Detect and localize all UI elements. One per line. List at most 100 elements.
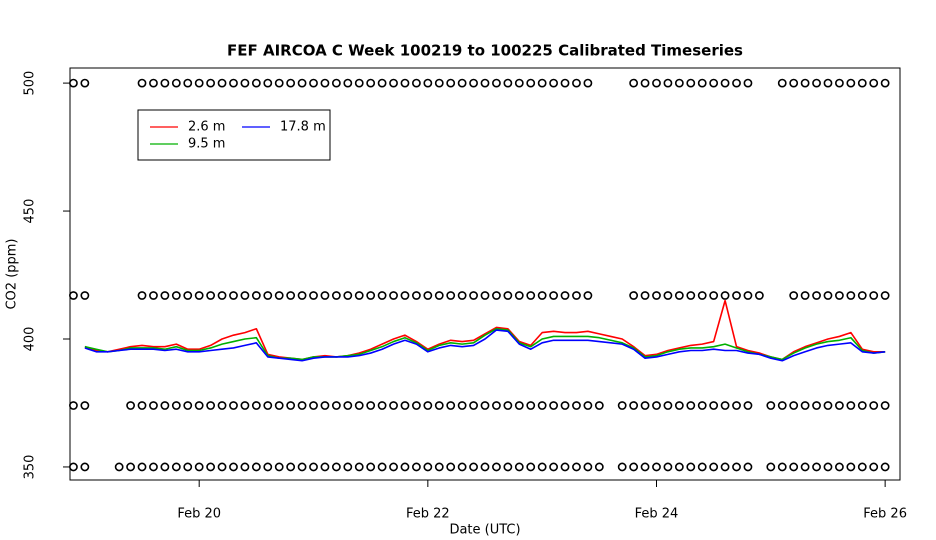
calibration-point [217,401,227,410]
x-tick-label: Feb 20 [177,507,221,522]
calibration-point [537,291,547,300]
calibration-point [149,462,158,472]
calibration-point [331,291,341,300]
calibration-point [80,462,90,472]
calibration-point [674,78,684,88]
series-line [84,299,886,361]
calibration-point [251,401,261,410]
calibration-point [514,401,524,410]
plot-frame [69,67,901,481]
calibration-point [857,462,867,472]
calibration-point [812,401,821,410]
calibration-point [183,78,193,88]
calibration-point [400,78,410,88]
calibration-point [880,401,890,410]
calibration-point [480,401,490,410]
calibration-point [674,401,684,410]
calibration-point [412,78,421,88]
calibration-point [857,291,867,300]
calibration-point [69,401,78,410]
calibration-point [789,78,799,88]
calibration-point [423,462,433,472]
chart-title: FEF AIRCOA C Week 100219 to 100225 Calib… [227,42,743,60]
calibration-point [560,462,570,472]
calibration-point [412,462,421,472]
calibration-point [263,401,273,410]
calibration-point [697,401,707,410]
calibration-point [457,78,467,88]
calibration-point [743,291,753,300]
calibration-point [720,401,730,410]
calibration-point [686,78,696,88]
calibration-point [709,462,719,472]
calibration-point [583,78,593,88]
calibration-point [823,78,833,88]
series-line [84,327,886,361]
calibration-point [629,78,639,88]
calibration-point [812,462,821,472]
calibration-point [835,401,844,410]
calibration-point [286,291,296,300]
calibration-point [183,291,193,300]
calibration-point [297,401,307,410]
calibration-point [686,291,696,300]
calibration-point [137,401,147,410]
calibration-point [240,78,250,88]
calibration-point [137,462,147,472]
calibration-point [217,78,227,88]
calibration-point [697,462,707,472]
calibration-point [240,291,250,300]
calibration-point [389,291,398,300]
calibration-point [812,291,821,300]
calibration-point [149,401,158,410]
calibration-point [572,291,581,300]
calibration-point [69,462,78,472]
calibration-point [560,291,570,300]
calibration-point [320,78,330,88]
calibration-point [457,401,467,410]
calibration-point [160,291,170,300]
calibration-point [354,401,364,410]
calibration-point [320,401,330,410]
calibration-point [171,401,181,410]
calibration-point [537,462,547,472]
calibration-point [617,462,627,472]
calibration-point [457,462,467,472]
calibration-point [629,401,639,410]
calibration-point [194,401,204,410]
calibration-point [69,78,78,88]
calibration-point [663,462,673,472]
calibration-point [789,291,799,300]
calibration-point [732,78,741,88]
calibration-point [549,78,558,88]
calibration-point [526,462,536,472]
calibration-point [743,78,753,88]
calibration-point [80,401,90,410]
calibration-point [194,462,204,472]
calibration-point [492,462,501,472]
legend-box [137,109,331,161]
calibration-point [240,401,250,410]
calibration-point [503,401,513,410]
calibration-point [674,462,684,472]
calibration-point [446,401,456,410]
calibration-point [263,462,273,472]
calibration-point [446,291,456,300]
calibration-point [469,462,478,472]
calibration-point [549,291,558,300]
calibration-point [766,401,776,410]
calibration-point [80,78,90,88]
calibration-point [572,462,581,472]
calibration-point [366,401,376,410]
calibration-point [229,401,238,410]
calibration-point [640,291,650,300]
calibration-point [743,462,753,472]
calibration-point [503,78,513,88]
calibration-point [617,401,627,410]
calibration-point [114,462,124,472]
calibration-point [286,462,296,472]
calibration-point [400,401,410,410]
calibration-point [663,291,673,300]
y-tick-label: 500 [23,71,38,96]
